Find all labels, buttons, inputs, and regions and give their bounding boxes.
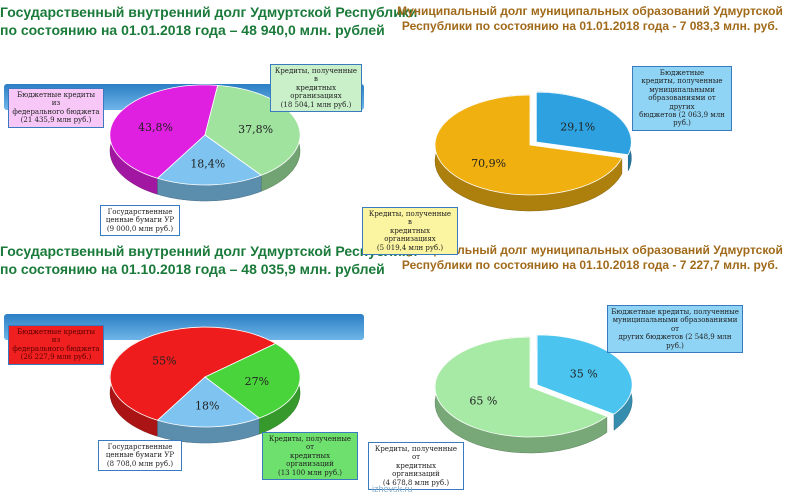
callout-line: Кредиты, полученные в <box>368 210 452 227</box>
chart-2-title-line-1: Муниципальный долг муниципальных образов… <box>397 4 783 18</box>
chart-2-pie: 29,1% 70,9% <box>434 91 632 212</box>
chart-4-callout-credit: Кредиты, полученные от кредитных организ… <box>368 442 464 490</box>
pie-slice <box>109 326 277 421</box>
chart-4-title-line-1: Муниципальный долг муниципальных образов… <box>397 243 783 257</box>
pie-slice-label: 37,8% <box>238 123 273 136</box>
chart-3-callout-credit: Кредиты, полученные от кредитных организ… <box>262 432 358 480</box>
callout-line: других бюджетов (2 548,9 млн руб.) <box>618 333 732 350</box>
chart-3-pie: 55% 27% 18% <box>109 326 301 444</box>
callout-line: бюджетов (2 063,9 млн руб.) <box>639 110 725 128</box>
callout-line: образованиями от других <box>648 94 716 111</box>
chart-4-title-line-2: Республики по состоянию на 01.10.2018 го… <box>401 258 779 272</box>
callout-line: федерального бюджета <box>12 107 100 116</box>
chart-4-callout-budget: Бюджетные кредиты, полученные муниципаль… <box>607 305 743 353</box>
callout-line: Государственные <box>107 208 173 216</box>
callout-line: (5 019,4 млн руб.) <box>376 243 444 252</box>
pie-slice-label: 43,8% <box>138 121 173 134</box>
pie-slice <box>535 91 632 156</box>
pie-slice <box>434 94 623 196</box>
callout-line: ценные бумаги УР <box>105 451 175 460</box>
pie-slice-label: 27% <box>245 375 269 388</box>
callout-line: Бюджетные кредиты из <box>16 91 96 108</box>
callout-line: (4 678,8 млн руб.) <box>382 478 450 487</box>
callout-line: (21 435,9 млн руб.) <box>20 116 92 125</box>
callout-line: кредитных организаций <box>392 461 440 479</box>
pie-slice <box>536 334 633 415</box>
callout-line: федерального бюджета <box>12 344 100 353</box>
pie-slice-label: 65 % <box>469 395 497 408</box>
pie-slice-label: 29,1% <box>560 120 595 133</box>
callout-line: (18 504,1 млн руб.) <box>280 100 352 109</box>
chart-3-title: Государственный внутренний долг Удмуртск… <box>0 243 418 278</box>
chart-3-title-line-2: по состоянию на 01.10.2018 года – 48 035… <box>0 260 385 277</box>
callout-line: Кредиты, полученные в <box>274 67 358 84</box>
pie-slice <box>109 84 219 179</box>
chart-2-title-line-2: Республики по состоянию на 01.01.2018 го… <box>401 19 779 33</box>
callout-line: Государственные <box>107 443 173 451</box>
chart-2-callout-budget: Бюджетные кредиты, полученные муниципаль… <box>632 66 732 131</box>
chart-1-callout-federal: Бюджетные кредиты из федерального бюджет… <box>8 88 104 128</box>
pie-slice <box>434 336 608 438</box>
callout-line: Кредиты, полученные от <box>268 435 352 452</box>
callout-line: муниципальными <box>649 85 715 94</box>
chart-3-title-line-1: Государственный внутренний долг Удмуртск… <box>0 243 418 259</box>
chart-3-callout-securities: Государственные ценные бумаги УР (8 708,… <box>98 440 182 472</box>
callout-line: кредитных организациях <box>290 83 342 101</box>
pie-slice-label: 70,9% <box>471 157 506 170</box>
callout-line: кредитных организаций <box>286 451 334 469</box>
callout-line: Бюджетные кредиты, полученные <box>611 308 739 316</box>
chart-4-title: Муниципальный долг муниципальных образов… <box>380 243 800 273</box>
pie-slice-label: 35 % <box>570 367 598 380</box>
callout-line: (13 100 млн руб.) <box>277 468 342 477</box>
chart-1-callout-credit: Кредиты, полученные в кредитных организа… <box>270 64 362 112</box>
pie-slice-label: 18,4% <box>190 158 225 171</box>
callout-line: Кредиты, полученные от <box>374 445 458 462</box>
callout-line: Бюджетные <box>659 69 705 77</box>
chart-4-pie: 35 % 65 % <box>434 334 633 454</box>
pie-slice <box>156 134 263 186</box>
chart-1-title-line-2: по состоянию на 01.01.2018 года – 48 940… <box>0 21 385 38</box>
chart-2-title: Муниципальный долг муниципальных образов… <box>380 4 800 34</box>
callout-line: муниципальными образованиями от <box>612 316 738 333</box>
callout-line: кредиты, полученные <box>641 77 723 86</box>
pie-slice <box>156 376 261 428</box>
chart-2-callout-credit: Кредиты, полученные в кредитных организа… <box>362 207 458 255</box>
pie-slice-label: 18% <box>195 400 219 413</box>
chart-1-callout-securities: Государственные ценные бумаги УР (9 000,… <box>100 205 180 237</box>
pie-slice-label: 55% <box>152 355 176 368</box>
chart-1-title: Государственный внутренний долг Удмуртск… <box>0 4 418 39</box>
pie-slice <box>204 343 301 419</box>
chart-1-title-line-1: Государственный внутренний долг Удмуртск… <box>0 4 418 20</box>
callout-line: кредитных организациях <box>384 226 436 244</box>
callout-line: (8 708,0 млн руб.) <box>106 459 174 468</box>
callout-line: Бюджетные кредиты из <box>16 328 96 345</box>
callout-line: ценные бумаги УР <box>105 216 175 225</box>
callout-line: (9 000,0 млн руб.) <box>106 224 174 233</box>
callout-line: (26 227,9 млн руб.) <box>20 353 92 362</box>
chart-3-callout-federal: Бюджетные кредиты из федерального бюджет… <box>8 325 104 365</box>
watermark: izhevsk.ru <box>372 484 413 494</box>
